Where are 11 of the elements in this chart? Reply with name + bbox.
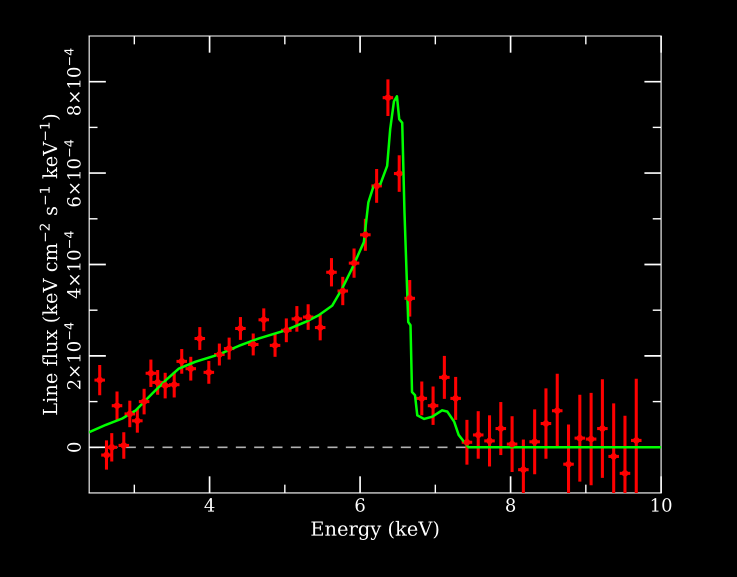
y-tick-label: 6×10$^{−4}$ bbox=[64, 140, 81, 206]
y-tick-label: 0 bbox=[67, 442, 81, 452]
x-tick-label: 10 bbox=[652, 498, 672, 512]
y-tick-label: 8×10$^{−4}$ bbox=[64, 48, 81, 115]
x-tick-label: 4 bbox=[204, 498, 214, 512]
x-axis-title: Energy (keV) bbox=[311, 520, 438, 540]
x-tick-label: 6 bbox=[356, 498, 365, 512]
y-tick-label: 4×10$^{−4}$ bbox=[64, 231, 81, 298]
x-tick-label: 8 bbox=[506, 498, 516, 512]
y-tick-label: 2×10$^{−4}$ bbox=[64, 322, 81, 390]
y-axis-title: Line flux (keV cm$^{−2}$ s$^{−1}$ keV$^{−1}$) bbox=[40, 114, 60, 415]
